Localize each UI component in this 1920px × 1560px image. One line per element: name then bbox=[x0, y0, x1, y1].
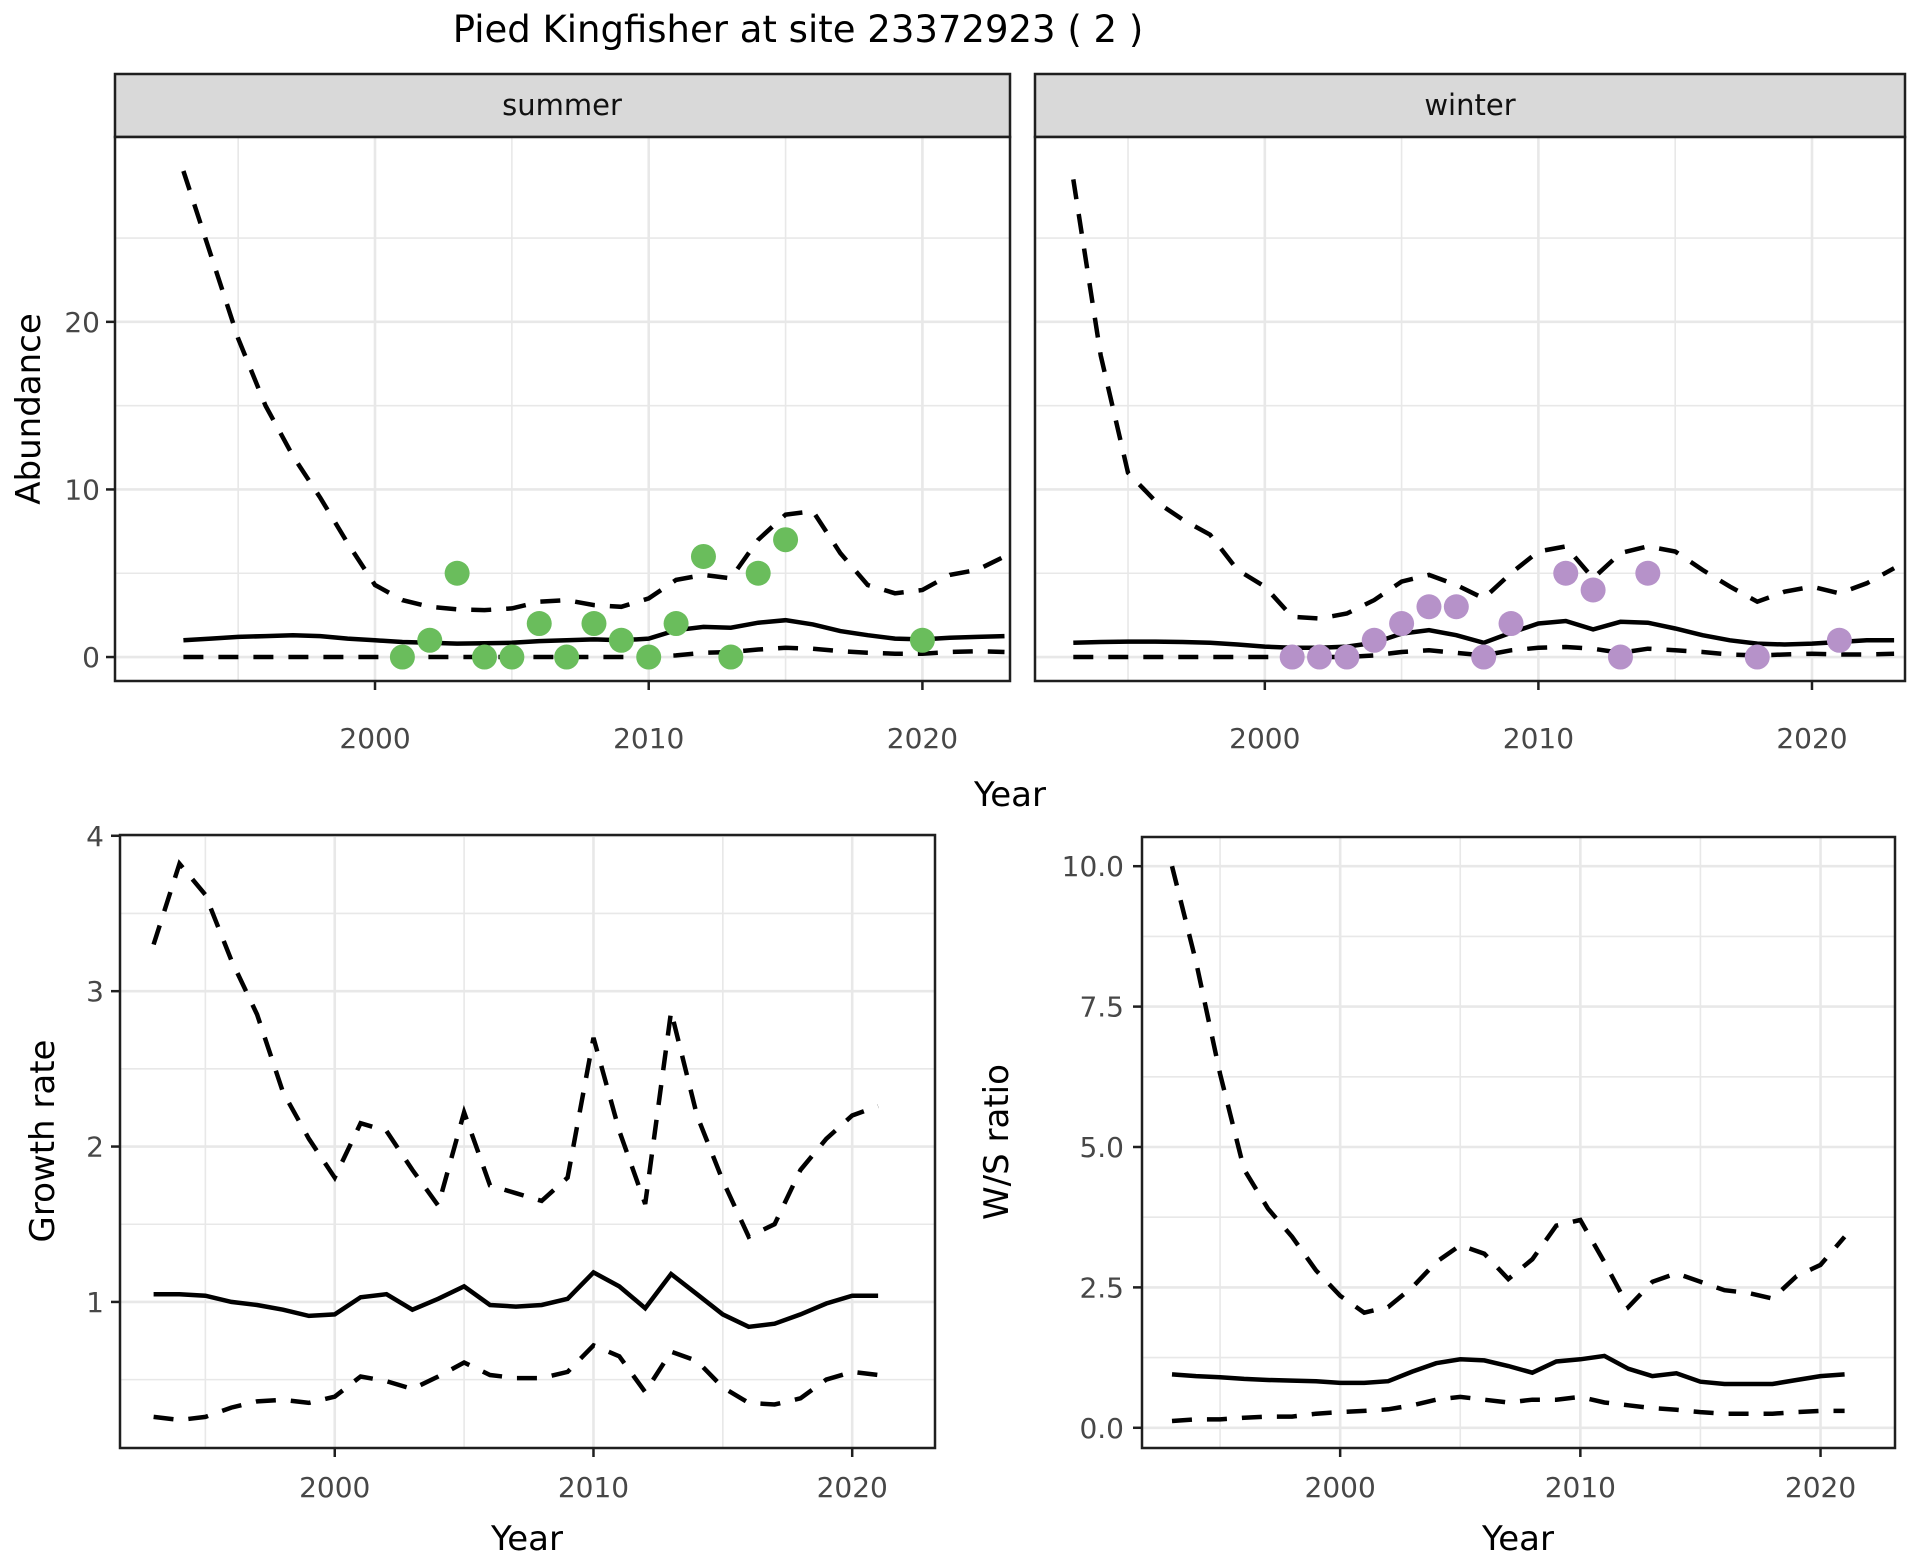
panel-background bbox=[1035, 137, 1905, 681]
y-tick-label: 3 bbox=[86, 975, 104, 1008]
observation-point bbox=[663, 611, 689, 637]
y-tick-label: 0 bbox=[82, 641, 100, 674]
observation-point bbox=[909, 627, 935, 653]
x-tick-label: 2010 bbox=[1503, 722, 1574, 755]
panel-background bbox=[120, 835, 935, 1448]
x-tick-label: 2000 bbox=[1305, 1471, 1376, 1504]
observation-point bbox=[1580, 577, 1606, 603]
observation-point bbox=[581, 611, 607, 637]
ws-ratio-y-axis-title: W/S ratio bbox=[977, 1064, 1017, 1220]
facet-strip bbox=[113, 72, 1012, 139]
observation-point bbox=[554, 644, 580, 670]
x-tick-label: 2000 bbox=[299, 1471, 370, 1504]
tick-labels-layer: 2000 2010 2020 0 10 20 2000 2010 2020 2000 2010 202… bbox=[64, 306, 1856, 1504]
y-tick-label: 10 bbox=[64, 473, 100, 506]
mean-line bbox=[1171, 1353, 1845, 1387]
upper-ci-line bbox=[151, 859, 879, 1240]
growth-rate-x-axis-title: Year bbox=[490, 1519, 563, 1559]
facet-strip-label-summer: summer bbox=[502, 88, 622, 122]
observation-point bbox=[745, 560, 771, 586]
observation-point bbox=[471, 644, 497, 670]
observation-point bbox=[1443, 594, 1469, 620]
x-tick-label: 2010 bbox=[558, 1471, 629, 1504]
observation-point bbox=[1416, 594, 1442, 620]
y-tick-label: 1 bbox=[86, 1286, 104, 1319]
observation-point bbox=[1389, 611, 1415, 637]
observation-point bbox=[773, 527, 799, 553]
y-tick-label: 2 bbox=[86, 1131, 104, 1164]
upper-ci-line bbox=[1169, 865, 1847, 1316]
y-tick-label: 0.0 bbox=[1079, 1412, 1124, 1445]
upper-ci-line bbox=[181, 170, 1006, 613]
ws-ratio-x-axis-title: Year bbox=[1481, 1519, 1554, 1559]
observation-point bbox=[1471, 644, 1497, 670]
observation-point bbox=[1744, 644, 1770, 670]
y-tick-label: 10.0 bbox=[1062, 850, 1124, 883]
observation-point bbox=[690, 543, 716, 569]
panel-border bbox=[1033, 135, 1907, 683]
observation-point bbox=[389, 644, 415, 670]
observation-point bbox=[1498, 611, 1524, 637]
y-tick-label: 4 bbox=[86, 820, 104, 853]
x-tick-label: 2020 bbox=[1785, 1471, 1856, 1504]
y-tick-label: 7.5 bbox=[1079, 991, 1124, 1024]
panel-border bbox=[118, 833, 937, 1450]
panel-background bbox=[115, 137, 1010, 681]
abundance-y-axis-title: Abundance bbox=[9, 313, 49, 505]
y-tick-label: 20 bbox=[64, 306, 100, 339]
observation-point bbox=[636, 644, 662, 670]
panel-background bbox=[1142, 837, 1895, 1448]
observation-point bbox=[1553, 560, 1579, 586]
observation-point bbox=[608, 627, 634, 653]
plot-title: Pied Kingfisher at site 23372923 ( 2 ) bbox=[453, 8, 1144, 51]
observation-point bbox=[1826, 627, 1852, 653]
upper-ci-line bbox=[1071, 179, 1896, 621]
panels-layer bbox=[106, 72, 1907, 1457]
observation-point bbox=[1635, 560, 1661, 586]
growth-rate-y-axis-title: Growth rate bbox=[23, 1040, 63, 1243]
x-tick-label: 2010 bbox=[1545, 1471, 1616, 1504]
x-tick-label: 2000 bbox=[1229, 722, 1300, 755]
x-tick-label: 2010 bbox=[613, 722, 684, 755]
panel-border bbox=[113, 135, 1012, 683]
observation-point bbox=[417, 627, 443, 653]
observation-point bbox=[1607, 644, 1633, 670]
x-tick-label: 2000 bbox=[339, 722, 410, 755]
mean-line bbox=[1073, 618, 1895, 651]
observation-point bbox=[1334, 644, 1360, 670]
mean-line bbox=[153, 1269, 879, 1330]
panel-border bbox=[1140, 835, 1897, 1450]
observation-point bbox=[526, 611, 552, 637]
x-tick-label: 2020 bbox=[1776, 722, 1847, 755]
y-tick-label: 2.5 bbox=[1079, 1271, 1124, 1304]
observation-point bbox=[1361, 627, 1387, 653]
x-tick-label: 2020 bbox=[887, 722, 958, 755]
y-tick-label: 5.0 bbox=[1079, 1131, 1124, 1164]
lower-ci-line bbox=[153, 1342, 879, 1423]
facet-strip-label-winter: winter bbox=[1424, 88, 1515, 122]
observation-point bbox=[718, 644, 744, 670]
abundance-x-axis-title: Year bbox=[973, 775, 1046, 815]
x-tick-label: 2020 bbox=[817, 1471, 888, 1504]
observation-point bbox=[444, 560, 470, 586]
lower-ci-line bbox=[1171, 1394, 1845, 1424]
observation-point bbox=[499, 644, 525, 670]
mean-line bbox=[183, 617, 1005, 646]
observation-point bbox=[1307, 644, 1333, 670]
observation-point bbox=[1279, 644, 1305, 670]
lower-ci-line bbox=[183, 645, 1005, 660]
